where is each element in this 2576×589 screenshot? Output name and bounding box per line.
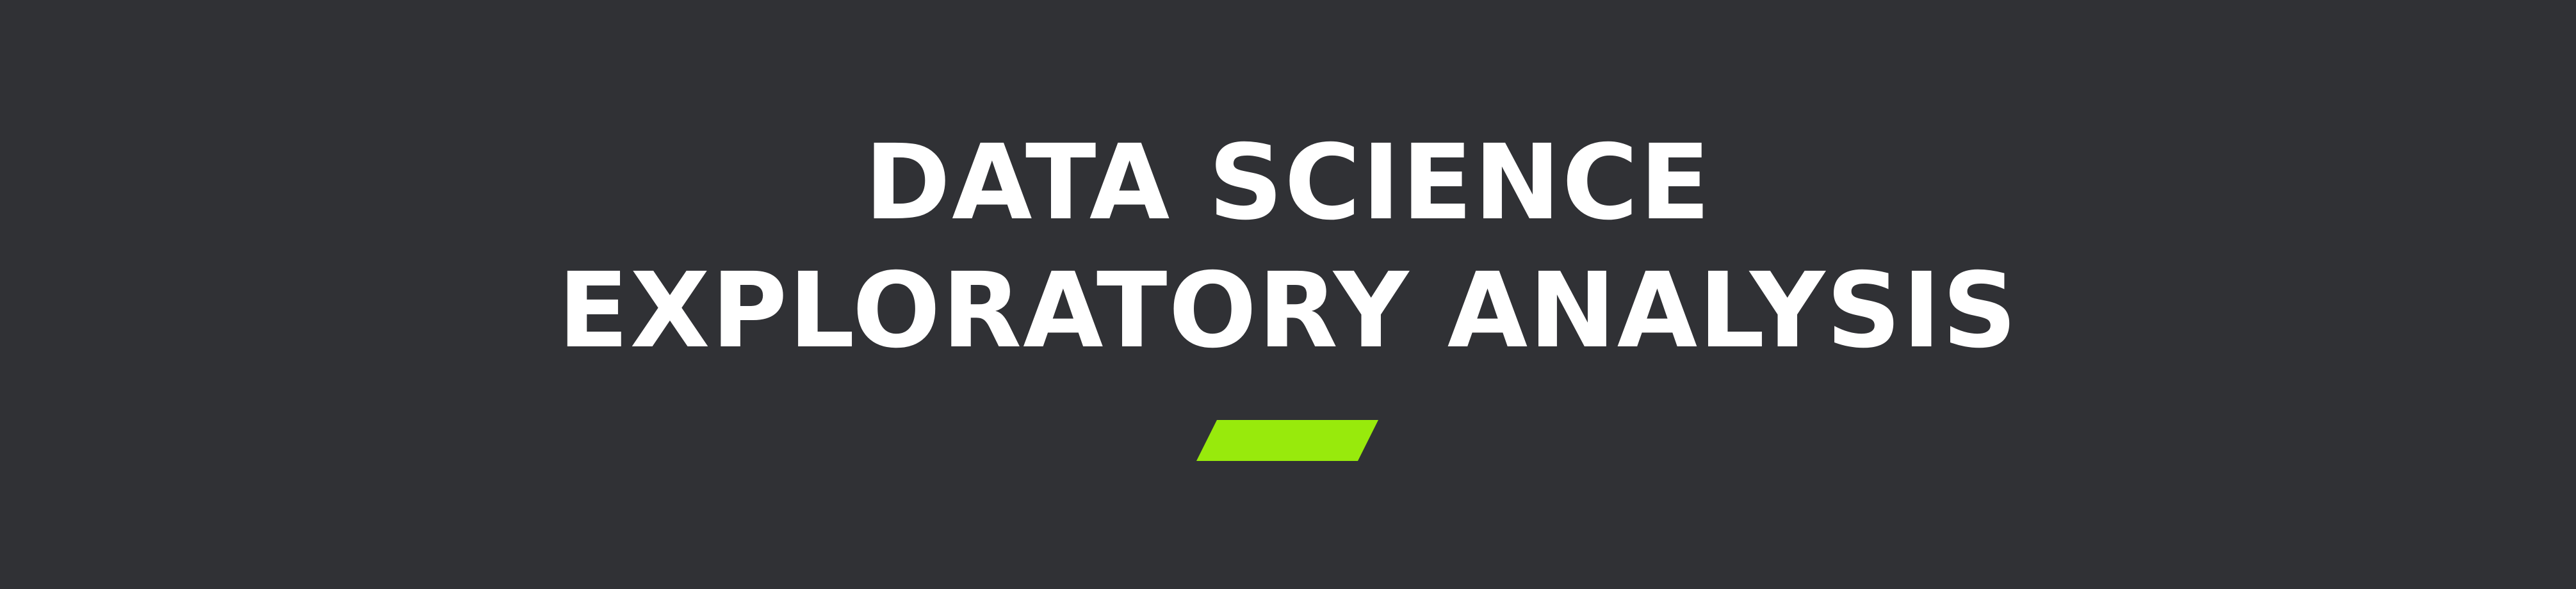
accent-slash-bar bbox=[1196, 420, 1378, 461]
title-line-1: DATA SCIENCE bbox=[864, 123, 1712, 243]
accent-slash-shape bbox=[1196, 420, 1378, 461]
title-line-2: EXPLORATORY ANALYSIS bbox=[557, 251, 2019, 371]
